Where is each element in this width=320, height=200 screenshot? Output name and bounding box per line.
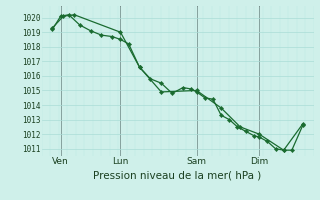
X-axis label: Pression niveau de la mer( hPa ): Pression niveau de la mer( hPa ) — [93, 171, 262, 181]
